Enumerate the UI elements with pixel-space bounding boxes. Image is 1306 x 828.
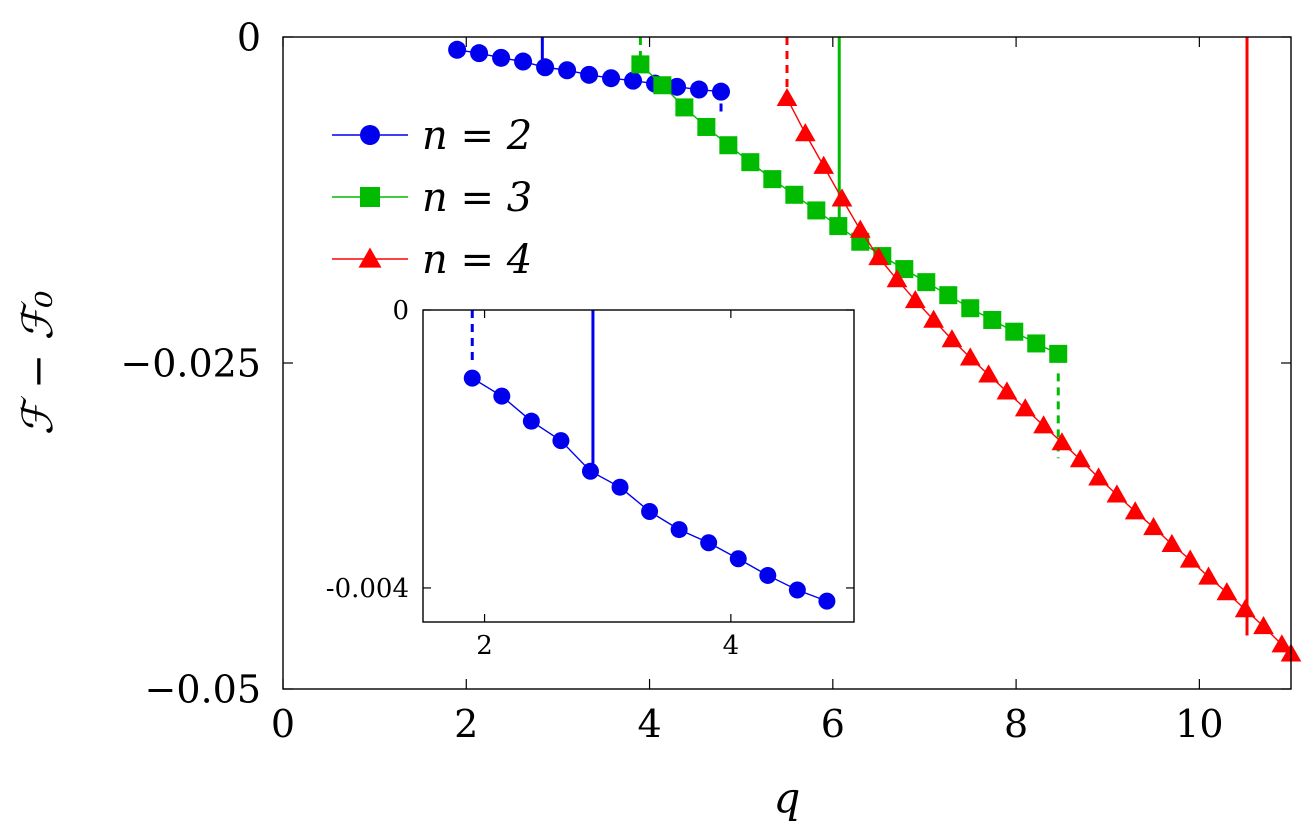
- main-point-2-17: [1088, 467, 1109, 486]
- inset-point-0-5: [611, 478, 629, 496]
- main-point-2-24: [1216, 582, 1238, 601]
- main-point-2-27: [1271, 634, 1293, 653]
- main-point-2-23: [1198, 566, 1219, 585]
- inset-point-0-12: [818, 592, 836, 610]
- main-point-2-10: [959, 347, 981, 366]
- inset-ytick-label-0: 0: [392, 296, 409, 326]
- main-point-2-14: [1033, 415, 1054, 434]
- inset-point-0-6: [641, 503, 659, 521]
- main-point-2-22: [1179, 549, 1201, 568]
- main-point-0-2: [492, 48, 511, 67]
- inset-chart: 2 4 0 -0.004: [326, 296, 855, 661]
- main-point-0-7: [602, 69, 621, 88]
- main-xtick-label-0: 0: [271, 702, 295, 746]
- x-axis-label: q: [774, 773, 801, 822]
- main-xtick-label-4: 8: [1004, 702, 1028, 746]
- main-point-2-19: [1124, 501, 1146, 520]
- main-ytick-label-2: −0.05: [145, 667, 261, 711]
- main-point-2-2: [813, 155, 835, 174]
- main-point-2-26: [1253, 616, 1274, 635]
- inset-point-0-3: [552, 432, 570, 450]
- main-point-1-5: [741, 153, 760, 172]
- main-point-0-3: [514, 52, 533, 71]
- main-point-2-13: [1014, 398, 1036, 417]
- main-point-0-1: [470, 44, 489, 63]
- main-point-1-1: [653, 76, 672, 95]
- main-point-2-11: [978, 364, 999, 383]
- main-point-1-17: [1005, 322, 1024, 341]
- inset-point-0-9: [729, 550, 747, 568]
- main-point-2-18: [1106, 484, 1128, 503]
- inset-xtick-label-1: 4: [723, 631, 740, 661]
- main-point-1-9: [829, 217, 848, 236]
- main-point-1-19: [1049, 344, 1068, 363]
- main-point-1-3: [697, 117, 716, 136]
- inset-background: [423, 310, 854, 622]
- inset-xtick-label-0: 2: [476, 631, 493, 661]
- main-point-2-8: [923, 309, 944, 328]
- main-point-2-12: [996, 381, 1018, 400]
- inset-point-0-1: [493, 387, 511, 405]
- legend-label-2: n = 4: [422, 237, 532, 283]
- inset-frame: [422, 309, 855, 623]
- main-xtick-label-3: 6: [821, 702, 845, 746]
- legend-marker-1: [360, 187, 380, 207]
- main-point-1-13: [917, 273, 936, 292]
- main-point-1-16: [983, 310, 1002, 329]
- main-point-0-10: [668, 77, 687, 96]
- main-point-1-4: [719, 136, 738, 155]
- inset-point-0-8: [700, 534, 718, 552]
- inset-point-0-10: [759, 566, 777, 584]
- main-point-2-21: [1161, 533, 1183, 553]
- main-point-2-5: [868, 247, 889, 266]
- main-point-1-0: [631, 55, 650, 74]
- main-point-1-18: [1027, 334, 1046, 353]
- main-point-0-5: [558, 61, 577, 80]
- main-point-2-9: [941, 329, 963, 348]
- main-point-2-4: [849, 219, 871, 238]
- main-point-2-25: [1234, 599, 1256, 618]
- main-point-2-16: [1069, 449, 1091, 468]
- main-xtick-label-2: 4: [637, 702, 661, 746]
- main-point-1-8: [807, 201, 826, 220]
- legend: n = 2 n = 3 n = 4: [332, 113, 532, 283]
- main-point-0-8: [624, 71, 643, 90]
- y-axis-label: ℱ − ℱ₀: [13, 290, 62, 435]
- inset-point-0-7: [670, 521, 688, 539]
- main-series-line-2: [786, 97, 1292, 655]
- inset-point-0-11: [788, 581, 806, 599]
- legend-marker-0: [360, 125, 380, 145]
- legend-label-0: n = 2: [422, 113, 532, 159]
- main-point-1-6: [763, 170, 782, 189]
- main-point-1-7: [785, 185, 804, 204]
- main-point-2-7: [904, 290, 926, 309]
- main-point-0-12: [712, 82, 731, 101]
- main-point-1-15: [961, 299, 980, 318]
- main-point-0-6: [580, 65, 599, 84]
- main-point-2-0: [776, 87, 798, 107]
- main-xtick-label-1: 2: [454, 702, 478, 746]
- inset-point-0-2: [522, 412, 540, 430]
- inset-point-0-0: [463, 369, 481, 387]
- main-ytick-label-1: −0.025: [120, 341, 261, 385]
- legend-marker-2: [358, 247, 382, 268]
- main-point-2-1: [794, 123, 816, 142]
- main-point-1-12: [895, 260, 914, 279]
- main-point-1-2: [675, 98, 694, 117]
- main-point-0-11: [690, 80, 709, 99]
- main-point-0-0: [448, 40, 467, 59]
- main-xtick-label-5: 10: [1175, 702, 1223, 746]
- main-point-1-14: [939, 286, 958, 305]
- main-point-2-6: [886, 269, 908, 288]
- main-point-2-15: [1051, 432, 1073, 451]
- inset-point-0-4: [581, 462, 599, 480]
- main-point-2-20: [1143, 516, 1164, 536]
- main-point-2-3: [831, 188, 853, 207]
- legend-label-1: n = 3: [422, 175, 532, 221]
- main-ytick-label-0: 0: [237, 15, 261, 59]
- inset-ytick-label-1: -0.004: [326, 574, 409, 604]
- main-point-0-4: [536, 58, 555, 77]
